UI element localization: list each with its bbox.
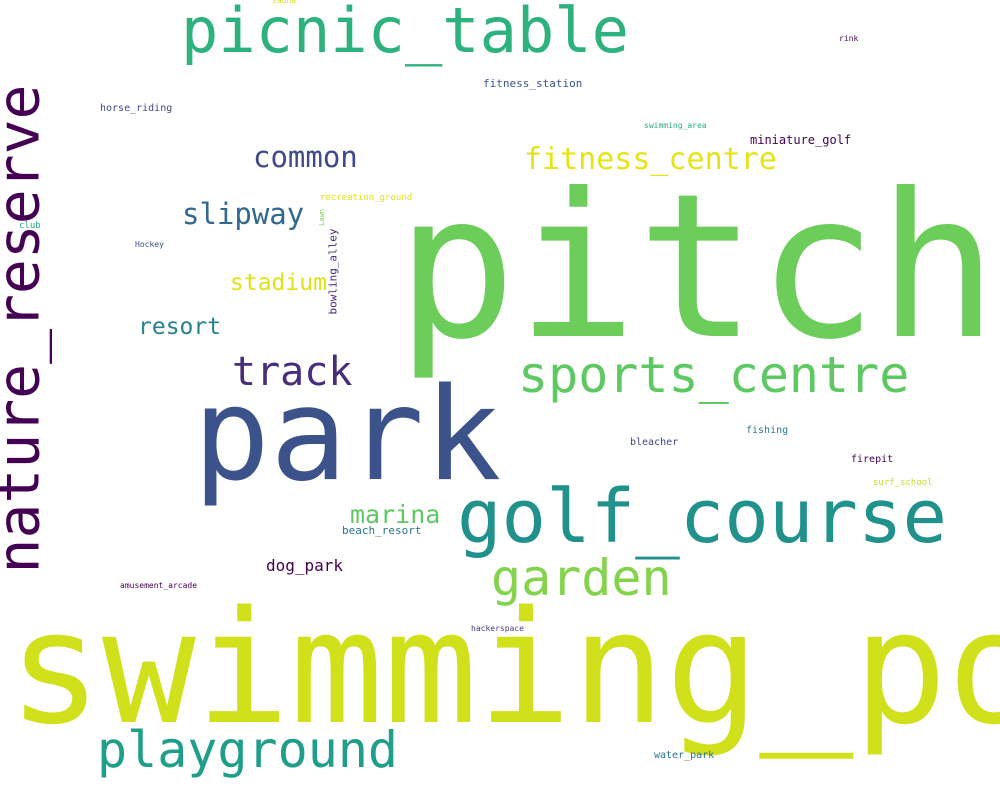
word-fitness-station: fitness_station (483, 77, 583, 90)
word-track: track (232, 349, 353, 395)
word-playground: playground (97, 721, 399, 779)
word-bleacher: bleacher (630, 437, 679, 448)
word-surf-school: surf_school (873, 478, 933, 488)
word-hackerspace: hackerspace (471, 624, 524, 633)
word-pitch: pitch (396, 151, 999, 384)
word-recreation-ground: recreation_ground (320, 193, 413, 203)
word-picnic-table: picnic_table (181, 0, 629, 67)
word-amusement-arcade: amusement_arcade (120, 581, 198, 590)
word-swimming-pool: swimming_pool (8, 577, 1000, 759)
word-resort: resort (138, 314, 222, 340)
word-slipway: slipway (182, 197, 305, 231)
word-miniature-golf: miniature_golf (750, 133, 852, 147)
word-sauna: sauna (272, 0, 297, 5)
word-park: park (193, 361, 502, 510)
word-sports-centre: sports_centre (518, 346, 910, 404)
word-garden: garden (491, 549, 672, 607)
word-water-park: water_park (654, 750, 715, 761)
word-hockey: Hockey (135, 240, 164, 249)
word-horse-riding: horse_riding (100, 103, 173, 114)
word-nature-reserve: nature_reserve (0, 84, 53, 574)
word-lawn: Lawn (317, 209, 326, 226)
word-bowling-alley: bowling_alley (326, 228, 340, 315)
word-swimming-area: swimming_area (644, 121, 707, 130)
word-golf-course: golf_course (457, 474, 948, 560)
word-marina: marina (350, 500, 441, 529)
word-fishing: fishing (746, 425, 789, 436)
word-dog-park: dog_park (266, 556, 344, 575)
word-club: club (19, 221, 41, 231)
word-rink: rink (839, 34, 859, 43)
word-firepit: firepit (851, 454, 894, 465)
word-fitness-centre: fitness_centre (524, 142, 777, 177)
word-common: common (253, 140, 358, 174)
word-stadium: stadium (230, 270, 327, 296)
word-beach-resort: beach_resort (342, 524, 422, 537)
